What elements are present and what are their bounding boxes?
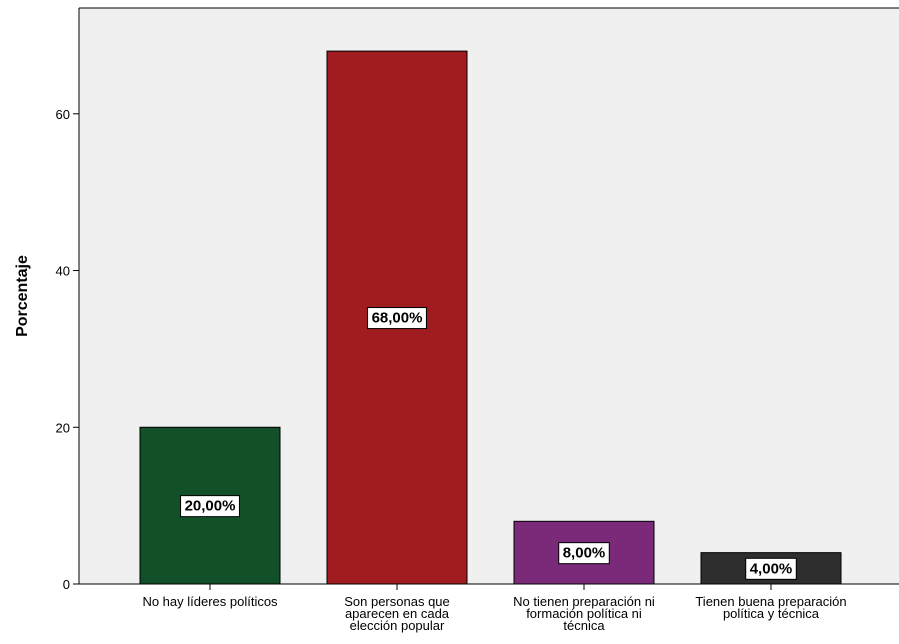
data-labels: 20,00% 68,00% 8,00% 4,00% [180, 307, 797, 580]
data-label: 20,00% [185, 498, 236, 515]
data-label-box [367, 307, 427, 330]
x-category-label: Son personas que aparecen en cada elección… [344, 594, 450, 633]
data-label-box [745, 557, 797, 580]
data-label-box [558, 542, 610, 565]
x-axis-ticks [209, 584, 772, 590]
y-axis-ticks: 0 20 40 60 [56, 107, 79, 592]
x-category-label: No tienen preparación ni formación políti… [513, 594, 655, 633]
data-label: 8,00% [563, 545, 606, 562]
x-category-label: Tienen buena preparación política y técni… [695, 594, 846, 621]
x-category-label: No hay líderes políticos [142, 594, 278, 609]
y-axis-label: Porcentaje [14, 255, 31, 337]
y-tick-label: 60 [56, 107, 70, 122]
y-tick-label: 40 [56, 264, 70, 279]
x-axis-category-labels: No hay líderes políticos Son personas que… [142, 594, 846, 633]
data-label: 4,00% [750, 560, 793, 577]
y-tick-label: 20 [56, 420, 70, 435]
data-label: 68,00% [372, 310, 423, 327]
y-tick-label: 0 [63, 577, 70, 592]
data-label-box [180, 495, 240, 518]
